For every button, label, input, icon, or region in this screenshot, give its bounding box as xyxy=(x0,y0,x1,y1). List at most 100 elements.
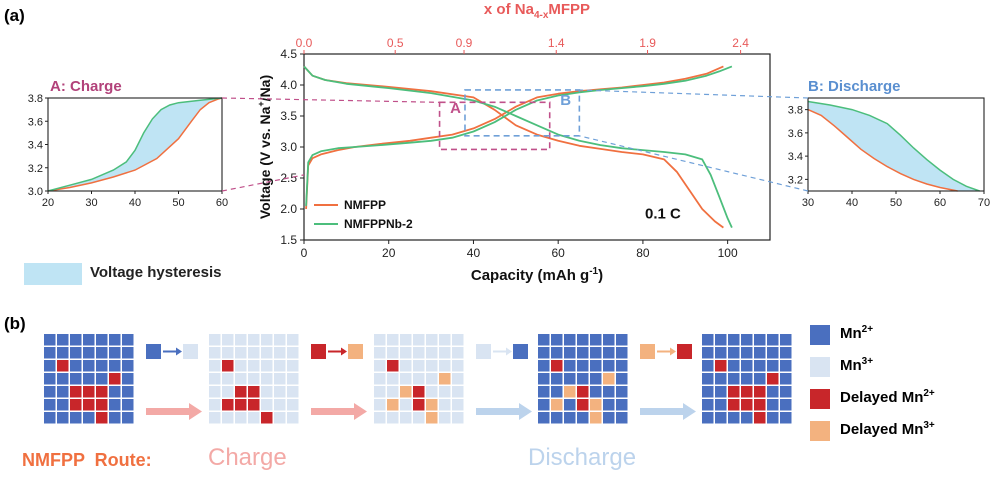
inset-a-x-tick-label: 60 xyxy=(216,197,228,209)
legend-base-delayed-mn3: Mn xyxy=(901,421,924,438)
grid-cell xyxy=(616,412,628,424)
grid-cell xyxy=(44,347,56,359)
grid-cell xyxy=(741,334,753,346)
grid-cell xyxy=(70,334,82,346)
grid-cell xyxy=(57,360,69,372)
inset-a-line-nmfpp xyxy=(47,97,223,192)
grid-cell xyxy=(109,386,121,398)
grid-cell xyxy=(452,373,464,385)
inset-b-x-tick-label: 50 xyxy=(890,197,902,209)
grid-cell xyxy=(44,373,56,385)
grid-cell xyxy=(287,373,299,385)
grid-cell xyxy=(235,334,247,346)
main-chart: 0 20 40 60 80 100 1.5 2.0 2.5 3.0 3.5 4.0 4.50.0 0.5 0… xyxy=(256,1,771,284)
zoom-line-b-bottom xyxy=(579,135,809,192)
legend-swatch-delayed-mn2 xyxy=(810,389,830,409)
grid-cell xyxy=(248,412,260,424)
grid-cell xyxy=(767,347,779,359)
grid-cell xyxy=(439,412,451,424)
grid-cell xyxy=(57,334,69,346)
route-arrow-shaft xyxy=(476,408,520,415)
grid-cell xyxy=(426,412,438,424)
legend-sup-delayed-mn2: 2+ xyxy=(923,388,935,399)
legend-base-delayed-mn2: Mn xyxy=(901,389,924,406)
top-tick-label: 0.9 xyxy=(456,36,473,50)
grid-cell xyxy=(616,399,628,411)
grid-cell xyxy=(702,373,714,385)
grid-cell xyxy=(209,334,221,346)
grid-cell xyxy=(590,334,602,346)
grid-cell xyxy=(287,412,299,424)
mn-state-legend: Mn2+ Mn3+ Delayed Mn2+ Delayed Mn3+ xyxy=(808,323,993,453)
grid-cell xyxy=(715,373,727,385)
grid-cell xyxy=(387,347,399,359)
grid-cell xyxy=(702,399,714,411)
grid-cell xyxy=(235,412,247,424)
grid-cell xyxy=(754,347,766,359)
grid-cell xyxy=(109,347,121,359)
grid-cell xyxy=(274,412,286,424)
series-line-nmfpp-charge xyxy=(305,65,724,210)
grid-cell xyxy=(413,360,425,372)
grid-cell xyxy=(222,399,234,411)
grid-cell xyxy=(715,399,727,411)
inset-a-y-tick-label: 3.2 xyxy=(28,163,43,175)
grid-cell xyxy=(96,360,108,372)
grid-cell xyxy=(400,360,412,372)
grid-cell xyxy=(248,347,260,359)
series-line-nmfppnb-2-charge xyxy=(305,65,733,206)
grid-cell xyxy=(44,334,56,346)
grid-cell xyxy=(780,412,792,424)
grid-cell xyxy=(728,360,740,372)
grid-cell xyxy=(767,399,779,411)
legend-label-nmfpp: NMFPP xyxy=(344,198,386,212)
y-tick-label: 2.5 xyxy=(280,171,297,185)
legend-swatch-mn3 xyxy=(810,357,830,377)
inset-b-x-tick-label: 40 xyxy=(846,197,858,209)
grid-cell xyxy=(70,347,82,359)
transition-arrow-head xyxy=(670,347,676,356)
y-tick-label: 3.5 xyxy=(280,109,297,123)
grid-cell xyxy=(741,373,753,385)
grid-cell xyxy=(374,399,386,411)
grid-cell xyxy=(261,373,273,385)
grid-cell xyxy=(452,360,464,372)
grid-cell xyxy=(551,347,563,359)
grid-cell xyxy=(122,373,134,385)
grid-cell xyxy=(209,373,221,385)
top-tick-label: 0.0 xyxy=(296,36,313,50)
grid-cell xyxy=(387,399,399,411)
grid-cell xyxy=(222,334,234,346)
inset-a-x-tick-label: 30 xyxy=(85,197,97,209)
route-arrow-head xyxy=(519,403,532,420)
grid-cell xyxy=(261,360,273,372)
grid-cell xyxy=(590,412,602,424)
grid-cell xyxy=(767,360,779,372)
inset-a-x-tick-label: 20 xyxy=(42,197,54,209)
grid-cell xyxy=(83,373,95,385)
y-tick-label: 3.0 xyxy=(280,140,297,154)
inset-a-hysteresis-area xyxy=(48,98,222,191)
grid-cell xyxy=(83,360,95,372)
grid-cell xyxy=(728,412,740,424)
grid-cell xyxy=(387,334,399,346)
x-tick-label: 60 xyxy=(552,246,566,260)
legend-text-delayed-mn3: Delayed Mn3+ xyxy=(840,420,935,438)
grid-cell xyxy=(741,347,753,359)
panel-b-diagram xyxy=(44,334,792,424)
grid-cell xyxy=(551,360,563,372)
grid-cell xyxy=(767,412,779,424)
grid-cell xyxy=(780,360,792,372)
grid-cell xyxy=(538,334,550,346)
grid-cell xyxy=(109,412,121,424)
grid-cell xyxy=(374,334,386,346)
grid-cell xyxy=(261,399,273,411)
grid-cell xyxy=(728,373,740,385)
y-tick-label: 1.5 xyxy=(280,233,297,247)
x-tick-label: 0 xyxy=(301,246,308,260)
grid-cell xyxy=(741,360,753,372)
grid-cell xyxy=(122,360,134,372)
grid-cell xyxy=(767,386,779,398)
grid-cell xyxy=(374,347,386,359)
